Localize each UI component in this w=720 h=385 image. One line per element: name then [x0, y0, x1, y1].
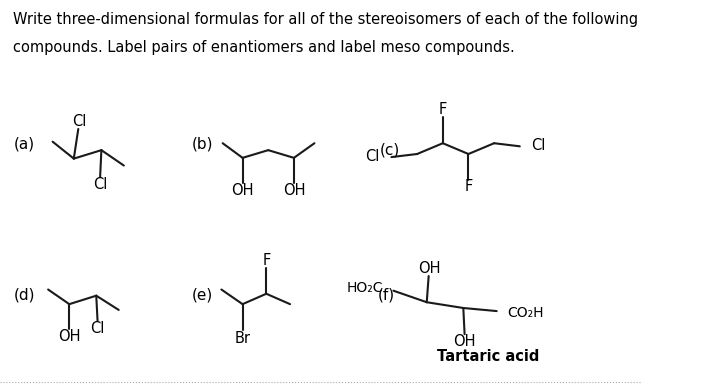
- Text: F: F: [438, 102, 447, 117]
- Text: CO₂H: CO₂H: [507, 306, 544, 320]
- Text: Cl: Cl: [93, 177, 107, 192]
- Text: OH: OH: [283, 183, 305, 198]
- Text: (f): (f): [378, 287, 395, 302]
- Text: compounds. Label pairs of enantiomers and label meso compounds.: compounds. Label pairs of enantiomers an…: [13, 40, 515, 55]
- Text: F: F: [262, 253, 271, 268]
- Text: Cl: Cl: [366, 149, 380, 164]
- Text: Write three-dimensional formulas for all of the stereoisomers of each of the fol: Write three-dimensional formulas for all…: [13, 12, 638, 27]
- Text: (e): (e): [192, 287, 213, 302]
- Text: Cl: Cl: [90, 321, 104, 336]
- Text: (a): (a): [14, 137, 35, 152]
- Text: (c): (c): [379, 143, 400, 157]
- Text: F: F: [464, 179, 472, 194]
- Text: OH: OH: [418, 261, 441, 276]
- Text: OH: OH: [454, 335, 476, 349]
- Text: Br: Br: [235, 331, 251, 345]
- Text: (d): (d): [14, 287, 35, 302]
- Text: OH: OH: [231, 183, 254, 198]
- Text: Cl: Cl: [73, 114, 87, 129]
- Text: OH: OH: [58, 330, 81, 344]
- Text: Cl: Cl: [531, 138, 546, 153]
- Text: Tartaric acid: Tartaric acid: [436, 349, 539, 364]
- Text: HO₂C: HO₂C: [346, 281, 383, 295]
- Text: (b): (b): [192, 137, 213, 152]
